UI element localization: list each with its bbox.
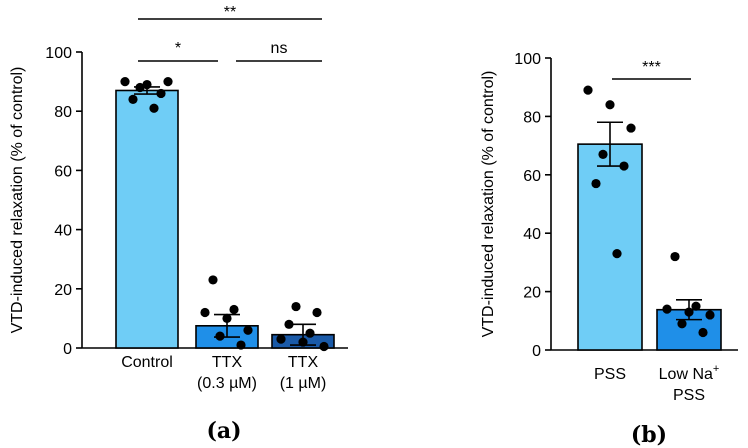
y-axis-label: VTD-induced relaxation (% of control) bbox=[480, 71, 497, 338]
y-tick-label: 0 bbox=[532, 343, 541, 360]
significance-label: * bbox=[175, 40, 181, 57]
data-point bbox=[612, 249, 622, 259]
x-tick-label: PSS bbox=[594, 366, 626, 383]
y-tick-label: 0 bbox=[63, 341, 72, 358]
y-tick-label: 20 bbox=[54, 282, 72, 299]
data-point bbox=[120, 77, 130, 87]
data-point bbox=[662, 304, 672, 314]
y-tick-label: 80 bbox=[523, 109, 541, 126]
data-point bbox=[598, 149, 608, 159]
bar bbox=[577, 143, 643, 351]
data-point bbox=[215, 331, 225, 341]
bar bbox=[115, 89, 179, 349]
y-tick-label: 100 bbox=[45, 45, 72, 62]
y-tick-label: 60 bbox=[523, 168, 541, 185]
data-point bbox=[222, 313, 232, 323]
y-tick-label: 80 bbox=[54, 104, 72, 121]
data-point bbox=[229, 304, 239, 315]
data-point bbox=[236, 340, 246, 350]
x-tick-label: (0.3 µM) bbox=[197, 375, 257, 392]
y-tick-label: 40 bbox=[54, 223, 72, 240]
data-point bbox=[128, 94, 138, 104]
y-tick-label: 100 bbox=[514, 51, 541, 68]
data-point bbox=[319, 341, 329, 352]
x-tick-label: TTX bbox=[212, 354, 243, 371]
data-point bbox=[698, 327, 708, 338]
y-axis-label: VTD-induced relaxation (% of control) bbox=[9, 67, 26, 334]
data-point bbox=[305, 328, 315, 338]
x-tick-label: PSS bbox=[673, 387, 705, 404]
data-point bbox=[591, 178, 601, 189]
data-point bbox=[208, 275, 218, 285]
chart-panel-a: 0 20 40 60 80 100 VTD-induced relaxation (% of… bbox=[9, 4, 348, 444]
significance-label: ns bbox=[271, 40, 288, 57]
chart-panel-b: 0 20 40 60 80 100 VTD-induced relaxation (% of… bbox=[480, 51, 738, 448]
y-tick-label: 60 bbox=[54, 163, 72, 180]
x-tick-label: TTX bbox=[288, 354, 319, 371]
data-point bbox=[142, 79, 152, 90]
data-point bbox=[684, 307, 694, 317]
data-point bbox=[149, 103, 159, 113]
data-point bbox=[243, 325, 253, 335]
data-point bbox=[156, 88, 166, 99]
x-tick-label: Low Na+ bbox=[659, 363, 720, 383]
x-tick-label: (1 µM) bbox=[280, 375, 327, 392]
data-point bbox=[583, 85, 593, 95]
data-point bbox=[605, 100, 615, 110]
significance-label: ** bbox=[224, 4, 236, 21]
data-point bbox=[691, 301, 701, 311]
x-tick-label: Control bbox=[121, 354, 173, 371]
data-point bbox=[705, 310, 715, 320]
data-point bbox=[626, 123, 636, 133]
data-point bbox=[276, 334, 286, 344]
data-point bbox=[670, 251, 680, 262]
panel-label: (b) bbox=[631, 422, 667, 448]
data-point bbox=[163, 77, 173, 87]
data-point bbox=[619, 161, 629, 171]
data-point bbox=[200, 307, 210, 318]
data-point bbox=[298, 337, 308, 347]
y-tick-label: 40 bbox=[523, 226, 541, 243]
data-point bbox=[312, 307, 322, 318]
panel-label: (a) bbox=[206, 418, 241, 444]
data-point bbox=[135, 82, 145, 93]
data-point bbox=[677, 319, 687, 329]
y-tick-label: 20 bbox=[523, 285, 541, 302]
data-point bbox=[284, 319, 294, 329]
significance-label: *** bbox=[642, 59, 661, 76]
data-point bbox=[291, 301, 301, 312]
